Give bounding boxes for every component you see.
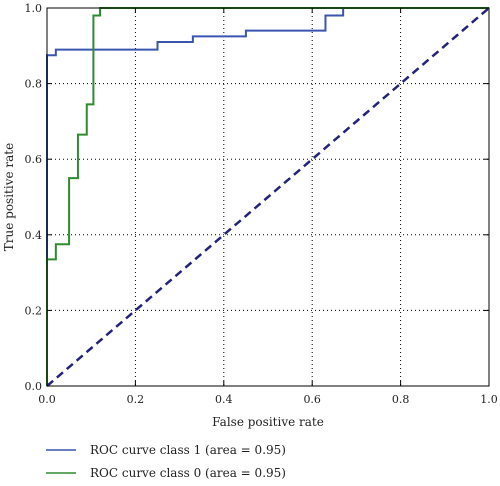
x-tick-label: 0.8 [392,393,410,406]
y-tick-label: 0.2 [25,304,43,317]
x-tick-label: 0.2 [127,393,145,406]
axis-ticks: 0.0 0.2 0.4 0.6 0.8 1.0 0.0 0.2 0.4 0.6 0.8 1.0 [25,2,498,406]
y-tick-label: 0.0 [25,380,43,393]
y-tick-label: 0.4 [25,229,43,242]
legend: ROC curve class 1 (area = 0.95) ROC curve… [46,443,286,480]
x-tick-label: 1.0 [480,393,498,406]
x-tick-label: 0.4 [215,393,233,406]
y-tick-label: 1.0 [25,2,43,15]
legend-label: ROC curve class 1 (area = 0.95) [90,443,286,457]
chance-diagonal-line [46,7,490,387]
series-lines [46,7,490,387]
x-axis-title: False positive rate [212,415,324,429]
x-tick-label: 0.0 [38,393,56,406]
series-line-0 [46,7,489,386]
series-line-1 [46,7,489,386]
plot-frame [46,7,490,387]
y-axis-title: True positive rate [2,143,16,251]
legend-label: ROC curve class 0 (area = 0.95) [90,466,286,480]
grid-lines [47,8,489,386]
y-tick-label: 0.8 [25,78,43,91]
y-tick-label: 0.6 [25,153,43,166]
x-tick-label: 0.6 [303,393,321,406]
